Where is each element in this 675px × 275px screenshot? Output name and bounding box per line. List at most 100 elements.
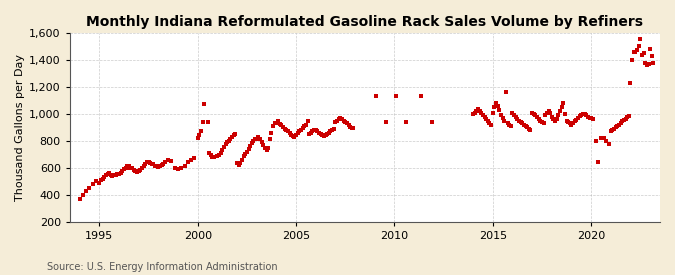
Point xyxy=(476,110,487,115)
Point xyxy=(322,132,333,136)
Point xyxy=(245,144,256,148)
Point xyxy=(560,112,570,116)
Point xyxy=(101,173,111,177)
Text: Source: U.S. Energy Information Administration: Source: U.S. Energy Information Administ… xyxy=(47,262,278,272)
Point xyxy=(510,115,521,119)
Point xyxy=(639,51,649,55)
Point xyxy=(159,160,170,164)
Point xyxy=(263,145,273,150)
Point xyxy=(315,132,326,136)
Point xyxy=(314,131,325,135)
Point xyxy=(299,124,310,128)
Point xyxy=(138,164,149,168)
Point xyxy=(599,136,610,140)
Point xyxy=(540,112,551,117)
Point xyxy=(427,120,437,124)
Point xyxy=(276,123,287,128)
Point xyxy=(635,37,646,41)
Point xyxy=(337,117,348,122)
Point xyxy=(597,136,608,140)
Point xyxy=(348,126,359,130)
Point xyxy=(186,158,196,162)
Point xyxy=(151,164,162,169)
Point xyxy=(579,112,590,116)
Title: Monthly Indiana Reformulated Gasoline Rack Sales Volume by Refiners: Monthly Indiana Reformulated Gasoline Ra… xyxy=(86,15,643,29)
Point xyxy=(136,166,147,170)
Point xyxy=(506,124,516,128)
Point xyxy=(620,116,631,121)
Point xyxy=(415,94,426,98)
Point xyxy=(279,126,290,131)
Point xyxy=(342,121,352,125)
Point xyxy=(288,134,298,138)
Point xyxy=(495,112,506,117)
Point xyxy=(192,136,203,140)
Point xyxy=(331,119,342,123)
Point xyxy=(109,173,119,177)
Point xyxy=(150,164,161,168)
Point xyxy=(215,151,226,155)
Point xyxy=(479,114,490,119)
Point xyxy=(128,167,139,172)
Point xyxy=(146,161,157,166)
Point xyxy=(572,116,583,120)
Point xyxy=(225,137,236,141)
Point xyxy=(617,119,628,123)
Point xyxy=(400,120,411,124)
Point xyxy=(587,117,598,122)
Point xyxy=(580,113,591,117)
Point xyxy=(343,122,354,127)
Point xyxy=(155,164,165,169)
Point xyxy=(297,126,308,130)
Point xyxy=(533,117,544,122)
Point xyxy=(628,50,639,54)
Point xyxy=(189,156,200,161)
Point xyxy=(312,129,323,134)
Point xyxy=(286,133,296,137)
Point xyxy=(591,139,601,143)
Point xyxy=(246,141,257,145)
Point xyxy=(258,143,269,147)
Point xyxy=(259,145,270,150)
Point xyxy=(640,60,651,65)
Point xyxy=(586,116,597,120)
Point xyxy=(483,119,493,123)
Point xyxy=(243,147,254,151)
Point xyxy=(605,129,616,134)
Point xyxy=(601,139,612,143)
Point xyxy=(607,128,618,132)
Point xyxy=(371,94,382,98)
Point xyxy=(202,120,213,124)
Point xyxy=(499,119,510,123)
Point xyxy=(574,114,585,119)
Point xyxy=(549,119,560,123)
Point xyxy=(235,161,246,165)
Point xyxy=(648,61,659,65)
Point xyxy=(500,90,511,95)
Point xyxy=(219,145,230,149)
Point xyxy=(274,122,285,126)
Point xyxy=(626,58,637,62)
Point xyxy=(328,126,339,131)
Point xyxy=(236,158,247,163)
Point xyxy=(296,128,306,132)
Point xyxy=(115,170,126,175)
Point xyxy=(291,133,302,138)
Point xyxy=(340,120,350,124)
Point xyxy=(94,180,105,185)
Point xyxy=(487,110,498,115)
Point xyxy=(578,111,589,116)
Point xyxy=(217,148,227,152)
Point xyxy=(571,117,582,122)
Point xyxy=(615,120,626,125)
Point xyxy=(207,155,218,159)
Point xyxy=(304,132,315,136)
Point xyxy=(277,125,288,130)
Point xyxy=(104,171,115,175)
Point xyxy=(553,113,564,117)
Point xyxy=(494,108,505,113)
Point xyxy=(564,121,575,125)
Point xyxy=(197,120,208,124)
Point xyxy=(84,186,95,190)
Point xyxy=(220,142,231,146)
